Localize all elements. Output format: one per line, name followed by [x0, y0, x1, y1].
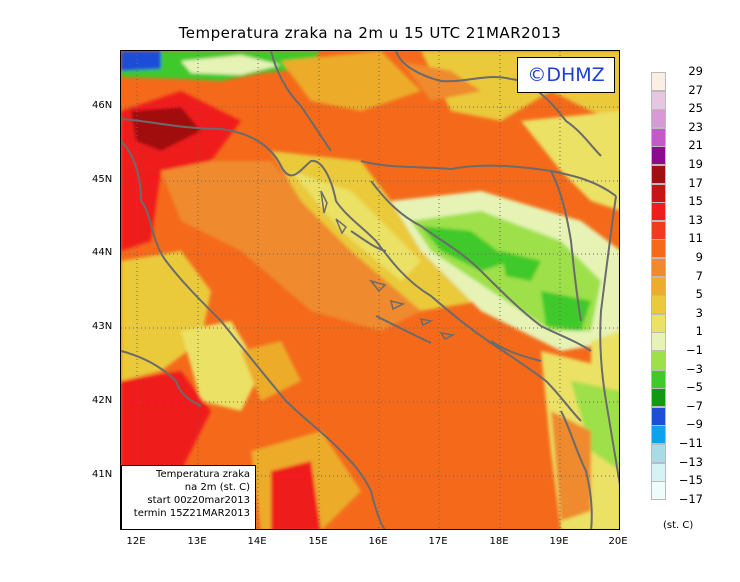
legend-level-label: 23: [688, 119, 703, 134]
lon-label: 13E: [187, 536, 207, 547]
legend-level-label: 17: [688, 175, 703, 190]
copyright-badge: ©DHMZ: [517, 57, 615, 93]
lat-label: 41N: [92, 469, 113, 480]
legend-level-label: 27: [688, 82, 703, 97]
legend-level-label: 15: [688, 194, 703, 209]
legend-level-label: −13: [678, 454, 703, 469]
temperature-map: ©DHMZ Temperatura zraka na 2m (st. C) st…: [120, 50, 620, 530]
lon-label: 14E: [247, 536, 267, 547]
legend-swatch: [651, 332, 666, 352]
legend-level-label: −7: [686, 398, 703, 413]
legend-swatch: [651, 165, 666, 184]
legend-level-label: 11: [688, 231, 703, 246]
legend-swatch: [651, 295, 666, 315]
legend-swatch: [651, 406, 666, 426]
legend-swatch: [651, 481, 666, 501]
map-title: Temperatura zraka na 2m u 15 UTC 21MAR20…: [178, 24, 562, 42]
legend-swatch: [651, 351, 666, 370]
legend-level-label: 3: [695, 305, 703, 320]
legend-level-label: −1: [686, 343, 703, 357]
lat-label: 46N: [92, 100, 113, 111]
legend-level-label: 5: [695, 287, 703, 302]
legend-swatch: [651, 127, 666, 147]
lon-label: 18E: [489, 536, 509, 547]
legend-swatch: [651, 239, 666, 259]
legend-swatch: [651, 388, 666, 408]
legend-level-label: 19: [688, 157, 703, 171]
legend-unit: (st. C): [663, 520, 694, 531]
legend-level-label: 1: [695, 324, 703, 339]
lon-label: 17E: [428, 536, 448, 547]
legend-level-label: −11: [678, 436, 703, 450]
info-line-3: start 00z20mar2013: [147, 495, 250, 506]
temperature-field: [121, 51, 619, 529]
legend-swatch: [651, 276, 666, 296]
legend-level-label: −9: [686, 417, 703, 432]
legend-swatch: [651, 462, 666, 482]
legend-swatch: [651, 220, 666, 240]
legend-level-label: 7: [695, 268, 703, 283]
info-line-4: termin 15Z21MAR2013: [133, 508, 250, 519]
legend-swatch: [651, 202, 666, 222]
info-line-1: Temperatura zraka: [156, 469, 250, 480]
lat-label: 45N: [92, 174, 113, 185]
legend-swatch: [651, 444, 666, 463]
legend-level-label: −15: [678, 473, 703, 488]
legend-swatch: [651, 258, 666, 277]
legend-swatch: [651, 109, 666, 129]
legend-level-label: −3: [686, 361, 703, 376]
legend-level-label: 29: [688, 64, 703, 78]
legend-swatch: [651, 425, 666, 445]
legend-level-label: 21: [688, 138, 703, 153]
lat-label: 44N: [92, 247, 113, 258]
lat-label: 43N: [92, 321, 113, 332]
legend-swatch: [651, 183, 666, 203]
lat-label: 42N: [92, 395, 113, 406]
legend-level-label: −5: [686, 380, 703, 395]
info-box: Temperatura zraka na 2m (st. C) start 00…: [121, 465, 256, 529]
legend-swatch: [651, 313, 666, 333]
lon-label: 15E: [308, 536, 328, 547]
legend-swatch: [651, 72, 666, 91]
legend-swatch: [651, 369, 666, 389]
legend-level-label: −17: [678, 491, 703, 506]
legend-swatch: [651, 146, 666, 166]
lon-label: 12E: [126, 536, 146, 547]
legend-level-label: 25: [688, 101, 703, 116]
lon-label: 19E: [549, 536, 569, 547]
legend-swatch: [651, 90, 666, 110]
lon-label: 20E: [608, 536, 628, 547]
legend-level-label: 13: [688, 212, 703, 227]
lon-label: 16E: [368, 536, 388, 547]
legend-level-label: 9: [695, 250, 703, 264]
info-line-2: na 2m (st. C): [184, 482, 250, 493]
